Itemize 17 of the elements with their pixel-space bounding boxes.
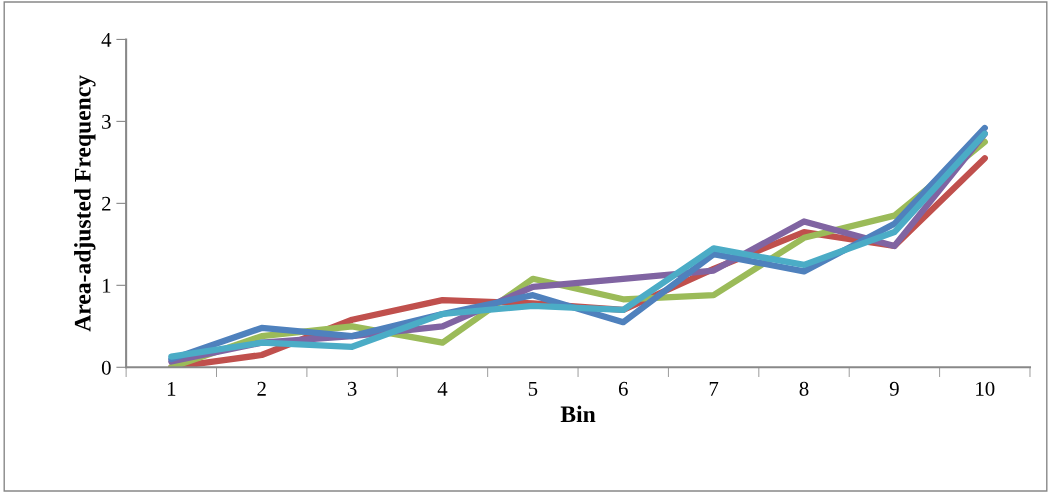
x-tick-label: 1	[167, 381, 176, 396]
y-tick-label: 0	[101, 360, 111, 375]
x-tick-label: 5	[528, 381, 538, 396]
x-tick-label: 10	[976, 381, 995, 396]
x-tick-label: 7	[709, 381, 719, 396]
y-tick-label: 3	[102, 114, 111, 129]
y-tick-label: 4	[101, 32, 112, 47]
x-tick-label: 4	[437, 381, 448, 396]
x-axis-title: Bin	[560, 405, 596, 423]
y-tick-label: 1	[102, 278, 111, 293]
x-tick-label: 8	[799, 381, 809, 396]
x-tick-label: 9	[889, 381, 899, 396]
y-tick-label: 2	[102, 196, 111, 211]
y-axis-title: Area-adjusted Frequency	[74, 75, 96, 332]
x-tick-label: 6	[618, 381, 628, 396]
x-tick-label: 3	[347, 381, 357, 396]
x-tick-label: 2	[257, 381, 266, 396]
